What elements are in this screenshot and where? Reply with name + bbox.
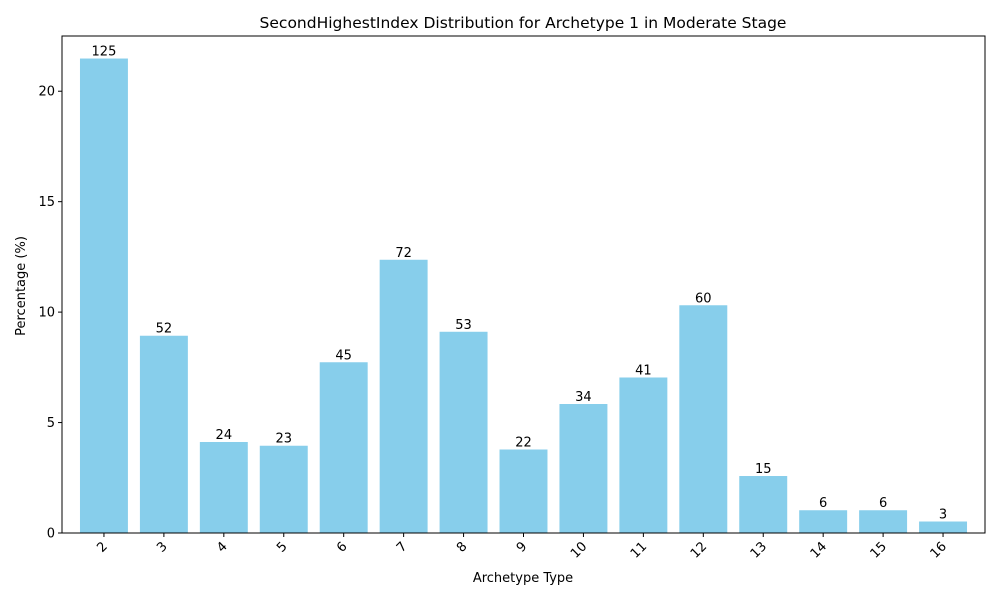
x-tick-label: 7 xyxy=(394,539,410,555)
bar-5 xyxy=(259,445,308,533)
bar-value-label: 72 xyxy=(395,246,412,261)
x-tick-label: 10 xyxy=(568,539,590,561)
x-tick-label: 9 xyxy=(514,539,530,555)
x-axis-label: Archetype Type xyxy=(473,571,573,586)
bar-10 xyxy=(559,404,608,533)
bar-value-label: 22 xyxy=(515,436,532,451)
x-tick-label: 15 xyxy=(868,539,890,561)
bar-14 xyxy=(799,510,848,533)
y-axis-label: Percentage (%) xyxy=(14,236,29,336)
x-tick-label: 12 xyxy=(688,539,710,561)
bar-labels-group: 125 52 24 23 45 72 53 22 34 41 60 15 6 6 3 xyxy=(92,45,948,523)
bar-13 xyxy=(739,476,788,533)
bar-value-label: 45 xyxy=(335,348,352,363)
y-tick-label: 20 xyxy=(38,85,55,100)
bar-4 xyxy=(199,441,248,533)
y-tick-label: 5 xyxy=(47,416,55,431)
bar-value-label: 6 xyxy=(819,496,827,511)
bar-3 xyxy=(139,335,188,533)
y-axis-ticks: 0 5 10 15 20 xyxy=(38,85,62,542)
y-tick-label: 15 xyxy=(38,195,55,210)
chart-title: SecondHighestIndex Distribution for Arch… xyxy=(260,14,787,32)
bar-value-label: 24 xyxy=(216,428,233,443)
bar-9 xyxy=(499,449,548,533)
bar-7 xyxy=(379,259,428,533)
x-tick-label: 4 xyxy=(214,539,230,555)
bar-value-label: 34 xyxy=(575,390,592,405)
bar-value-label: 52 xyxy=(156,322,173,337)
bar-value-label: 53 xyxy=(455,318,472,333)
x-tick-label: 2 xyxy=(94,539,110,555)
x-tick-label: 11 xyxy=(628,539,650,561)
bar-11 xyxy=(619,377,668,533)
bar-value-label: 125 xyxy=(92,45,117,60)
bar-6 xyxy=(319,362,368,533)
bar-value-label: 23 xyxy=(275,432,292,447)
plot-frame xyxy=(61,35,986,534)
bar-value-label: 15 xyxy=(755,462,772,477)
bar-value-label: 3 xyxy=(939,508,947,523)
x-tick-label: 16 xyxy=(928,539,950,561)
x-tick-label: 13 xyxy=(748,539,770,561)
bar-value-label: 6 xyxy=(879,496,887,511)
bar-8 xyxy=(439,331,488,533)
x-tick-label: 8 xyxy=(454,539,470,555)
bar-15 xyxy=(859,510,908,533)
bar-value-label: 41 xyxy=(635,363,652,378)
bar-2 xyxy=(79,58,128,533)
bar-value-label: 60 xyxy=(695,291,712,306)
bar-16 xyxy=(919,521,968,533)
y-tick-label: 0 xyxy=(47,527,55,542)
y-tick-label: 10 xyxy=(38,306,55,321)
x-tick-label: 14 xyxy=(808,539,830,561)
x-tick-label: 5 xyxy=(274,539,290,555)
bar-12 xyxy=(679,305,728,533)
x-tick-label: 3 xyxy=(154,539,170,555)
x-axis-ticks: 2 3 4 5 6 7 8 9 10 11 12 13 14 15 16 xyxy=(94,533,950,562)
bars-group xyxy=(79,58,968,533)
x-tick-label: 6 xyxy=(334,539,350,555)
